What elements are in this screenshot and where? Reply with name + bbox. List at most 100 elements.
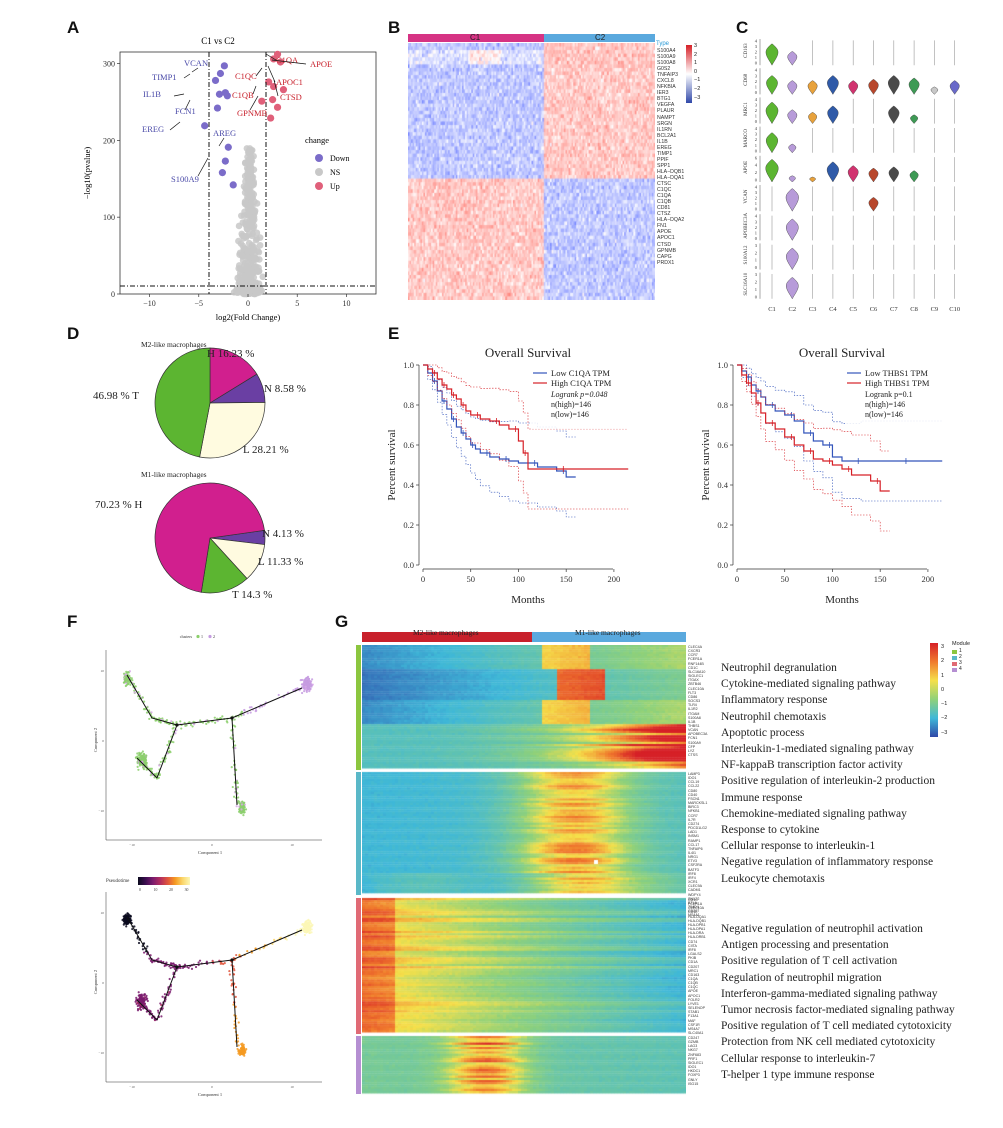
traj-point <box>125 925 128 928</box>
go-term-top-13: Leukocyte chemotaxis <box>721 872 825 885</box>
go-term-bottom-8: Cellular response to interleukin-7 <box>721 1052 876 1065</box>
heatmap-g-gene-m3-20: C1QB <box>688 981 698 986</box>
traj-point <box>240 1052 243 1055</box>
violin-tick-SLC16A10-3: 0 <box>755 294 758 299</box>
traj-point <box>159 1002 162 1005</box>
traj-legend-label-0: 1 <box>201 634 203 639</box>
heatmap-b-scale-labels: 3 2 1 0 −1 −2 −3 <box>694 42 700 102</box>
heatmap-g-gene-m2-27: CLEC9A <box>688 884 702 889</box>
traj-point <box>143 994 146 997</box>
volcano-ytick-label-1: 100 <box>103 213 115 222</box>
violin-tick-APOBEC3A-4: 0 <box>755 236 758 241</box>
violin-MARCO-C2 <box>788 143 797 154</box>
heatmap-g-gene-m1-3: FCER1A <box>688 657 703 662</box>
down-point-3 <box>215 90 224 98</box>
violin-cluster-label-8: C9 <box>931 306 939 313</box>
traj-point <box>138 762 141 765</box>
heatmap-g-gene-m3-24: FOLR2 <box>688 997 700 1002</box>
heatmap-g-gene-m1-9: ZBTB46 <box>688 682 702 687</box>
km-ytick-label-1-4: 0.8 <box>717 400 728 410</box>
traj-point <box>308 680 311 683</box>
heatmap-g-gene-m4-0: CD247 <box>688 1036 700 1040</box>
pie-m1-label-t: T 14.3 % <box>232 589 273 601</box>
traj-point <box>241 1051 244 1054</box>
heatmap-g-gene-m3-26: SELENOP <box>688 1006 705 1011</box>
violin-tick-CD68-4: 0 <box>755 90 758 95</box>
gene-label-timp1: TIMP1 <box>152 72 177 82</box>
violin-tick-VCAN-1: 3 <box>755 190 758 195</box>
module-legend-4-label: 4 <box>959 666 962 672</box>
go-term-top-5: Interleukin-1-mediated signaling pathway <box>721 743 914 756</box>
heatmap-g-gene-m3-13: LGALS2 <box>688 952 702 957</box>
km-xtick-label-1-0: 0 <box>735 574 739 584</box>
traj-branch-top-2 <box>231 717 238 806</box>
heatmap-b-gene-28: HLA−DQA2 <box>657 217 685 224</box>
go-term-top-3: Neutrophil chemotaxis <box>721 710 827 723</box>
traj-point <box>148 1009 151 1012</box>
traj-point <box>237 1044 240 1047</box>
traj-point <box>308 690 311 693</box>
up-point-6 <box>269 96 277 104</box>
traj-point <box>306 927 309 931</box>
violin-CD68-C3 <box>807 80 818 95</box>
violin-tick-MARCO-0: 4 <box>755 126 758 131</box>
trajectory-pseudotime: 10 0 −10 −10 0 10 Component 1 Component 2 Pseudo… <box>93 877 322 1097</box>
traj-point <box>219 962 222 965</box>
km-xtick-label-0-2: 100 <box>512 574 525 584</box>
km-stat-0-0: Logrank p=0.048 <box>550 390 608 399</box>
km-title-0: Overall Survival <box>485 345 572 360</box>
up-point-8 <box>258 97 266 105</box>
heatmap-b-c2-label: C2 <box>595 33 606 42</box>
heatmap-g-gene-m2-13: PDCD1LG2 <box>688 826 707 831</box>
module-legend-2 <box>952 656 957 660</box>
km-ytick-label-0-2: 0.4 <box>403 480 414 490</box>
traj-point <box>175 729 178 732</box>
heatmap-g-gene-m3-12: IRF8 <box>688 947 696 952</box>
traj-point <box>308 931 311 935</box>
heatmap-b-canvas <box>408 43 655 300</box>
violin-tick-CD68-0: 4 <box>755 68 758 73</box>
violin-APOE-C2 <box>788 175 796 183</box>
volcano-xtick-label-0: −10 <box>143 299 156 308</box>
heatmap-g-gene-m3-30: CSF1R <box>688 1022 700 1027</box>
heatmap-g-gene-m2-3: CCL22 <box>688 784 700 789</box>
module-3-bar <box>356 898 361 1034</box>
ns-point <box>243 232 250 240</box>
down-point-1 <box>216 69 225 78</box>
heatmap-g-gene-m2-17: CCL17 <box>688 842 700 847</box>
traj-point <box>231 737 234 740</box>
traj-point <box>144 758 147 761</box>
module-legend-3-label: 3 <box>959 660 962 666</box>
traj-point <box>216 719 219 723</box>
km-ytick-label-1-2: 0.4 <box>717 480 728 490</box>
volcano-ylabel: −log10(pvalue) <box>82 147 92 200</box>
km-stat-0-1: n(high)=146 <box>551 400 591 409</box>
heatmap-b-gene-24: C1QA <box>657 193 672 200</box>
traj-point <box>214 721 217 724</box>
traj-point <box>304 926 307 929</box>
heatmap-b-gene-13: IL1RN <box>657 126 672 133</box>
violin-tick-S100A12-3: 0 <box>755 265 758 270</box>
traj-point <box>159 960 163 963</box>
heatmap-b-scale-label-5: −2 <box>694 85 701 92</box>
traj-point <box>303 681 306 684</box>
legend-ns-label: NS <box>330 168 340 177</box>
traj-point <box>213 716 216 719</box>
violin-gene-label-CD68: CD68 <box>744 73 749 85</box>
traj-point <box>179 720 182 723</box>
down-point-10 <box>218 169 226 177</box>
traj-point <box>161 757 164 760</box>
traj-point <box>230 979 233 982</box>
go-terms-top: Neutrophil degranulation Cytokine-mediate… <box>721 660 935 887</box>
traj-point <box>233 1023 236 1026</box>
heatmap-g-m1-bar <box>532 632 686 642</box>
km-stat-1-1: n(high)=146 <box>865 400 905 409</box>
traj-point <box>305 679 308 683</box>
volcano-ns-points <box>230 145 267 298</box>
heatmap-g-gene-m2-10: CCR7 <box>688 813 698 818</box>
module-legend-1 <box>952 650 957 654</box>
traj-point <box>234 995 237 998</box>
panel-letter-c: C <box>736 18 749 37</box>
km-xlabel-1: Months <box>825 594 859 606</box>
down-point-11 <box>229 181 237 189</box>
